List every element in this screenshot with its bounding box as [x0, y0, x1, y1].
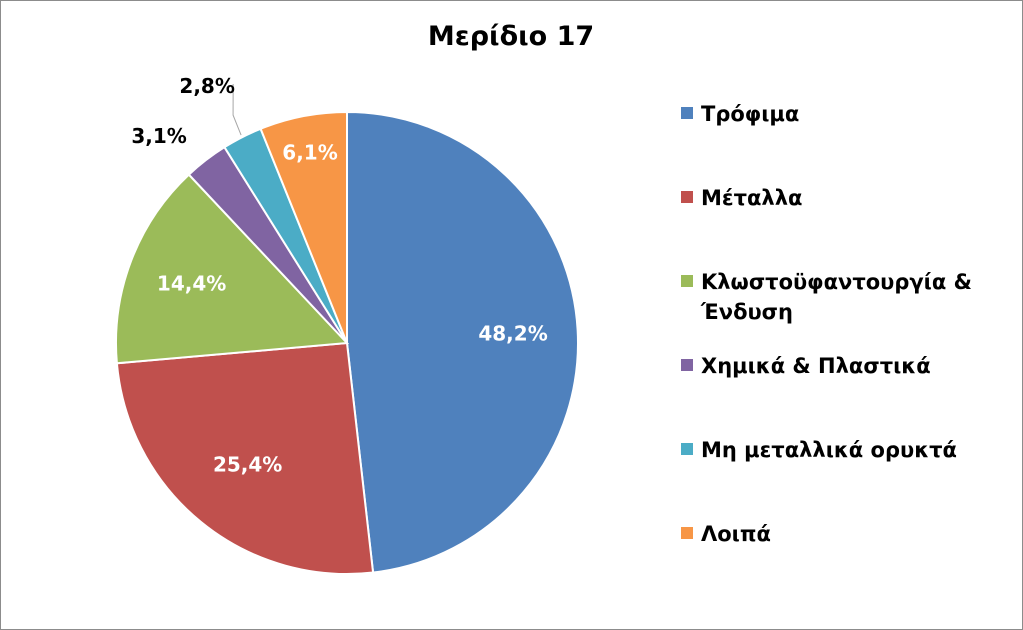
leader-line-μη-μεταλλικά-ορυκτά: [232, 84, 242, 136]
pie-slices: [115, 110, 579, 575]
legend-item-κλωστοϋφαντουργία-ένδυση: Κλωστοϋφαντουργία & Ένδυση: [681, 270, 972, 324]
legend-label: Τρόφιμα: [701, 102, 799, 126]
pie-slice-κλωστοϋφαντουργία-ένδυση: [115, 173, 350, 365]
leader-lines: [232, 84, 242, 136]
chart-title: Μερίδιο 17: [428, 21, 594, 52]
data-label-μέταλλα: 25,4%: [213, 453, 282, 477]
data-label-λοιπά: 6,1%: [282, 141, 337, 165]
data-label-χημικά-πλαστικά: 3,1%: [131, 124, 186, 148]
legend-item-μη-μεταλλικά-ορυκτά: Μη μεταλλικά ορυκτά: [681, 438, 957, 462]
pie-slice-μέταλλα: [115, 341, 375, 575]
legend-item-χημικά-πλαστικά: Χημικά & Πλαστικά: [681, 354, 931, 378]
legend-swatch: [681, 443, 693, 455]
data-label-μη-μεταλλικά-ορυκτά: 2,8%: [179, 74, 234, 98]
legend-swatch: [681, 359, 693, 371]
data-label-τρόφιμα: 48,2%: [478, 322, 547, 346]
legend-item-λοιπά: Λοιπά: [681, 522, 771, 546]
legend-label: Λοιπά: [701, 522, 771, 546]
legend-label: Χημικά & Πλαστικά: [701, 354, 931, 378]
legend-label: Ένδυση: [700, 300, 793, 324]
legend: Τρόφιμα Μέταλλα Κλωστοϋφαντουργία & Ένδυση Χ…: [681, 102, 972, 546]
legend-label: Μη μεταλλικά ορυκτά: [701, 438, 957, 462]
pie-slice-τρόφιμα: [346, 110, 579, 574]
legend-swatch: [681, 191, 693, 203]
legend-label: Κλωστοϋφαντουργία &: [701, 270, 972, 294]
pie-slice-λοιπά: [259, 110, 348, 344]
legend-item-μέταλλα: Μέταλλα: [681, 186, 802, 210]
data-label-κλωστοϋφαντουργία-ένδυση: 14,4%: [157, 272, 226, 296]
legend-item-τρόφιμα: Τρόφιμα: [681, 102, 799, 126]
legend-swatch: [681, 527, 693, 539]
legend-swatch: [681, 107, 693, 119]
legend-label: Μέταλλα: [701, 186, 802, 210]
legend-swatch: [681, 275, 693, 287]
data-labels: 48,2% 25,4% 14,4% 3,1% 2,8% 6,1%: [131, 74, 547, 477]
